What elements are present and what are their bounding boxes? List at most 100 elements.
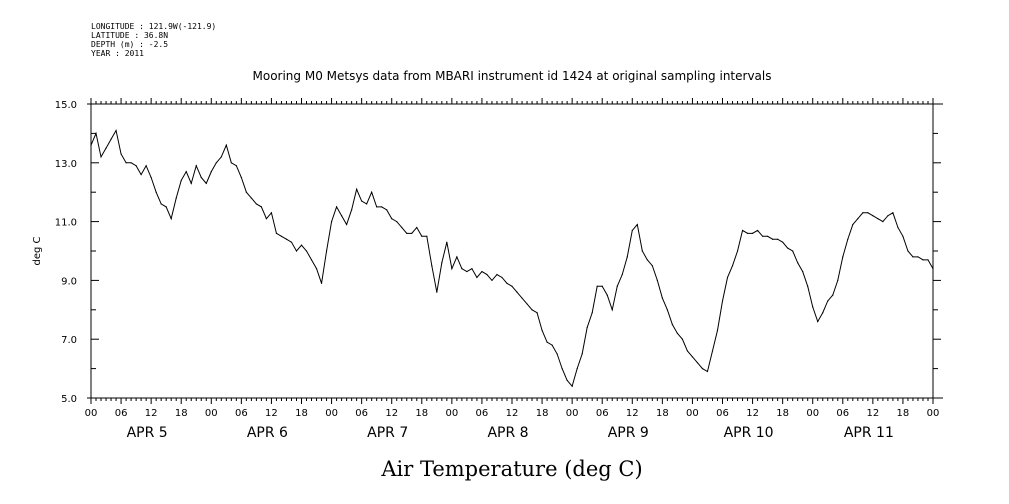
x-tick-label: 18 bbox=[415, 408, 428, 419]
data-point bbox=[576, 368, 578, 370]
data-point bbox=[867, 212, 869, 214]
data-point bbox=[501, 276, 503, 279]
data-point bbox=[787, 247, 789, 249]
x-tick-label: 12 bbox=[265, 408, 278, 419]
data-point bbox=[190, 182, 192, 184]
data-point bbox=[857, 218, 859, 220]
x-tick-label: 00 bbox=[325, 408, 338, 419]
data-point bbox=[486, 273, 488, 276]
data-point bbox=[862, 212, 864, 214]
data-point bbox=[275, 232, 278, 234]
data-point bbox=[325, 250, 328, 252]
x-tick-label: 00 bbox=[806, 408, 819, 419]
data-point bbox=[767, 235, 769, 237]
data-point bbox=[386, 209, 388, 211]
data-point bbox=[391, 218, 393, 220]
data-point bbox=[461, 268, 463, 270]
data-point bbox=[736, 250, 739, 252]
data-point bbox=[431, 265, 433, 267]
day-label: APR 7 bbox=[367, 425, 408, 441]
data-point bbox=[932, 268, 934, 270]
longitude-label: LONGITUDE : 121.9W(-121.9) bbox=[91, 22, 217, 31]
data-point bbox=[105, 147, 107, 149]
data-point bbox=[651, 265, 653, 267]
data-point bbox=[551, 344, 553, 346]
data-point bbox=[897, 226, 899, 229]
x-tick-label: 12 bbox=[626, 408, 639, 419]
x-axis-label: Air Temperature (deg C) bbox=[380, 457, 642, 481]
x-tick-label: 12 bbox=[866, 408, 879, 419]
data-point bbox=[346, 223, 348, 226]
data-point bbox=[696, 362, 699, 364]
data-point bbox=[506, 282, 508, 284]
data-point bbox=[561, 368, 563, 370]
data-point bbox=[240, 176, 242, 179]
y-tick-label: 7.0 bbox=[61, 335, 77, 346]
data-point bbox=[230, 162, 232, 164]
data-point bbox=[887, 215, 889, 217]
data-point bbox=[656, 279, 658, 281]
day-label: APR 11 bbox=[844, 425, 894, 441]
latitude-label: LATITUDE : 36.8N bbox=[91, 31, 169, 40]
data-point bbox=[541, 329, 543, 331]
data-point bbox=[832, 294, 834, 296]
data-point bbox=[371, 191, 373, 193]
y-tick-label: 11.0 bbox=[55, 218, 77, 229]
data-point bbox=[421, 235, 423, 237]
data-point bbox=[902, 235, 904, 237]
x-tick-label: 18 bbox=[897, 408, 910, 419]
x-tick-label: 18 bbox=[656, 408, 669, 419]
x-tick-label: 00 bbox=[686, 408, 699, 419]
data-point bbox=[441, 262, 443, 264]
year-label: YEAR : 2011 bbox=[91, 49, 144, 58]
data-point bbox=[827, 300, 829, 302]
data-point bbox=[756, 229, 759, 232]
data-point bbox=[872, 215, 874, 217]
data-point bbox=[476, 276, 478, 279]
data-point bbox=[265, 218, 268, 220]
data-point bbox=[822, 312, 824, 314]
x-tick-label: 06 bbox=[836, 408, 849, 419]
data-point bbox=[481, 270, 483, 273]
data-point bbox=[611, 309, 613, 311]
data-point bbox=[792, 250, 794, 252]
data-point bbox=[882, 221, 884, 223]
data-point bbox=[531, 309, 533, 311]
y-tick-label: 13.0 bbox=[55, 159, 77, 170]
data-point bbox=[842, 256, 844, 258]
data-point bbox=[330, 221, 333, 223]
data-point bbox=[646, 259, 648, 261]
data-point bbox=[661, 297, 663, 299]
data-point bbox=[636, 223, 638, 226]
data-point bbox=[411, 232, 413, 234]
data-point bbox=[401, 226, 403, 229]
data-point bbox=[290, 241, 293, 243]
data-point bbox=[150, 176, 152, 179]
data-point bbox=[516, 291, 518, 293]
x-tick-label: 06 bbox=[476, 408, 489, 419]
x-tick-label: 06 bbox=[235, 408, 248, 419]
y-tick-label: 5.0 bbox=[61, 394, 77, 405]
plot-frame bbox=[90, 103, 934, 399]
x-tick-label: 18 bbox=[295, 408, 308, 419]
data-point bbox=[165, 206, 167, 208]
data-point bbox=[300, 244, 303, 246]
data-point bbox=[586, 326, 588, 329]
x-tick-label: 00 bbox=[85, 408, 98, 419]
y-tick-label: 9.0 bbox=[61, 276, 77, 287]
data-point bbox=[185, 171, 187, 173]
x-tick-label: 00 bbox=[927, 408, 940, 419]
data-point bbox=[892, 212, 894, 214]
data-point bbox=[762, 235, 764, 237]
x-tick-label: 12 bbox=[145, 408, 158, 419]
data-point bbox=[691, 356, 694, 358]
data-point bbox=[205, 182, 207, 184]
metadata-block: LONGITUDE : 121.9W(-121.9) LATITUDE : 36… bbox=[91, 22, 216, 58]
data-point bbox=[817, 320, 819, 323]
data-point bbox=[807, 285, 809, 287]
data-point bbox=[671, 323, 673, 326]
data-point bbox=[285, 238, 288, 240]
data-point bbox=[812, 306, 814, 308]
data-point bbox=[295, 250, 298, 252]
data-point bbox=[601, 285, 603, 287]
